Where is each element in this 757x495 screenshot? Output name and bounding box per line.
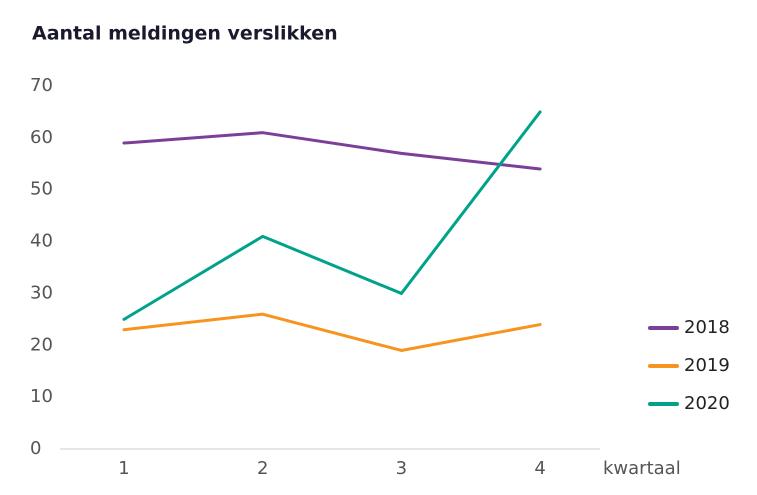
series-line	[122, 110, 542, 321]
x-tick-label: 2	[257, 458, 268, 479]
y-tick-label: 50	[30, 179, 53, 200]
series-line	[122, 312, 542, 352]
legend-label: 2019	[684, 355, 730, 376]
y-tick-label: 40	[30, 231, 53, 252]
legend-label: 2020	[684, 393, 730, 414]
y-tick-label: 60	[30, 127, 53, 148]
y-tick-label: 0	[30, 438, 41, 459]
y-tick-label: 30	[30, 282, 53, 303]
y-tick-label: 70	[30, 75, 53, 96]
series-line	[122, 131, 542, 171]
x-axis-label: kwartaal	[603, 458, 681, 479]
x-tick-label: 3	[396, 458, 407, 479]
chart-title: Aantal meldingen verslikken	[32, 23, 338, 45]
y-tick-label: 10	[30, 386, 53, 407]
legend-label: 2018	[684, 317, 730, 338]
x-tick-label: 4	[534, 458, 545, 479]
x-tick-label: 1	[118, 458, 129, 479]
y-tick-label: 20	[30, 334, 53, 355]
